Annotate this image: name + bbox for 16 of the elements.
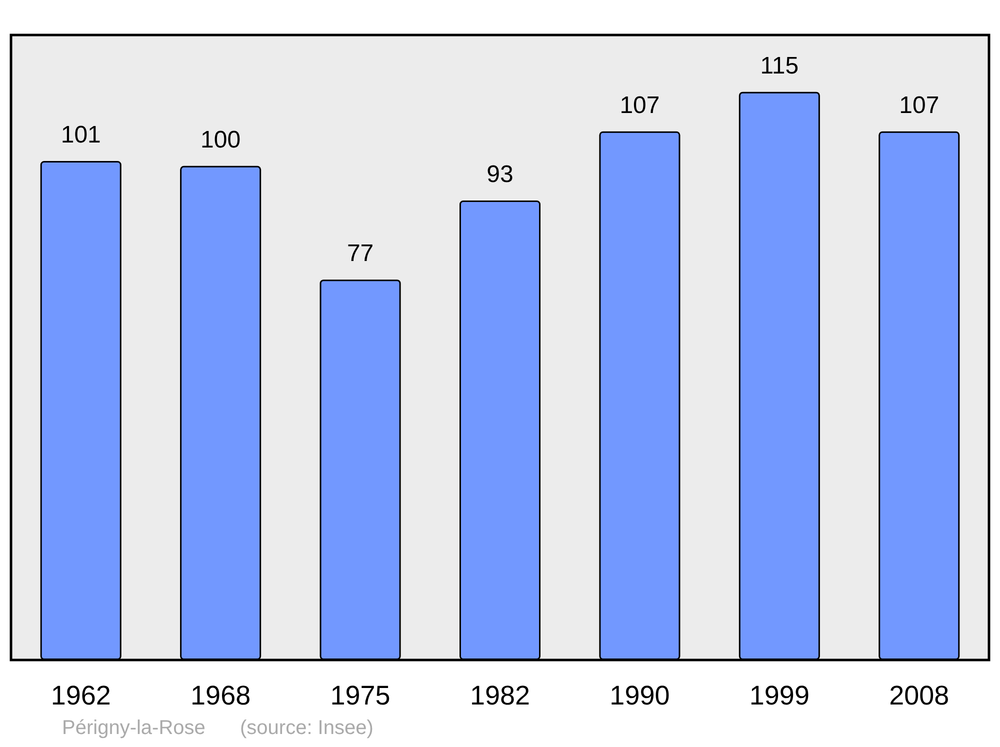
data-label: 93 xyxy=(486,161,514,188)
x-tick-label: 1982 xyxy=(470,680,530,710)
data-label: 100 xyxy=(200,126,241,154)
x-tick-label: 1990 xyxy=(610,680,670,710)
data-label: 107 xyxy=(620,92,660,119)
x-tick-label: 2008 xyxy=(889,680,950,710)
data-label: 107 xyxy=(899,92,940,119)
x-tick-label: 1975 xyxy=(330,680,390,710)
data-label: 101 xyxy=(60,121,101,148)
x-tick-label: 1968 xyxy=(190,680,251,710)
x-tick-label: 1999 xyxy=(749,680,810,710)
data-label: 77 xyxy=(346,240,374,268)
text: Périgny-la-Rose xyxy=(62,717,206,739)
text: (source: Insee) xyxy=(240,717,374,739)
data-label: 115 xyxy=(760,52,799,80)
x-tick-label: 1962 xyxy=(50,680,111,710)
